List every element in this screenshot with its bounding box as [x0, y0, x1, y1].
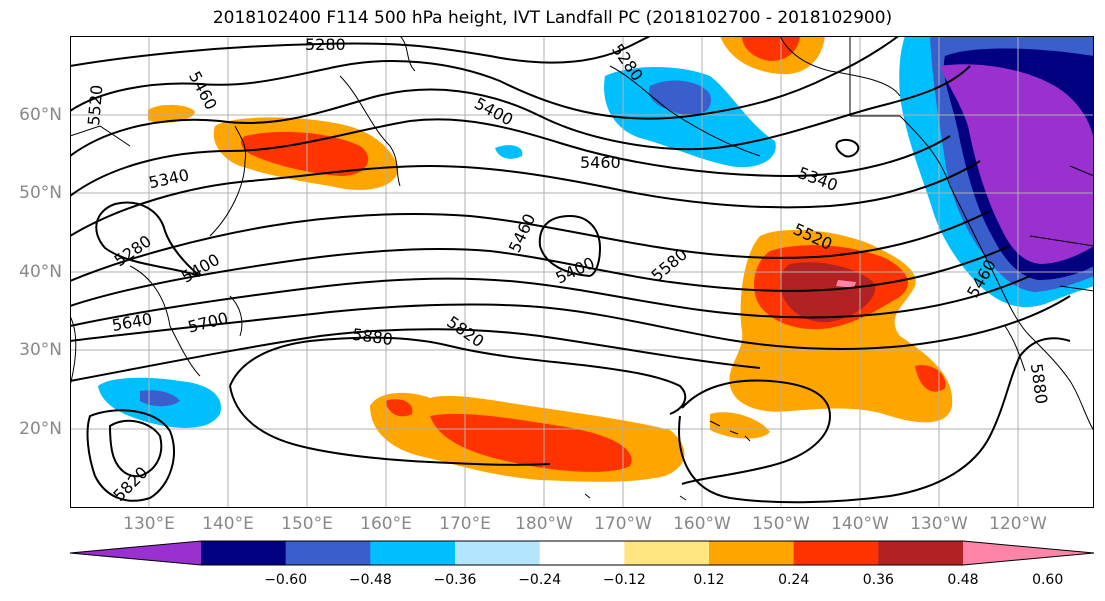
colorbar-cell — [878, 541, 964, 565]
contour-label: 5520 — [84, 84, 106, 126]
colorbar — [70, 540, 1094, 566]
lon-label: 160°W — [673, 514, 731, 534]
lon-label: 150°W — [752, 514, 810, 534]
height-contours — [70, 36, 1071, 504]
colorbar-tick-label: 0.12 — [693, 572, 725, 588]
colorbar-cell — [201, 541, 287, 565]
ivt-positive-shading — [148, 36, 953, 482]
lon-label: 160°E — [360, 514, 412, 534]
lat-label: 50°N — [19, 183, 62, 203]
lat-label: 40°N — [19, 262, 62, 282]
map-title: 2018102400 F114 500 hPa height, IVT Land… — [212, 8, 893, 28]
lat-label: 20°N — [19, 419, 62, 439]
coastlines — [70, 36, 1094, 501]
lon-label: 170°W — [594, 514, 652, 534]
colorbar-cell — [539, 541, 625, 565]
colorbar-cell — [455, 541, 541, 565]
lon-label: 140°W — [831, 514, 889, 534]
colorbar-tick-label: 0.36 — [862, 572, 894, 588]
colorbar-tick-label: 0.48 — [947, 572, 979, 588]
colorbar-tick-label: −0.48 — [348, 572, 392, 588]
contour-label: 5280 — [305, 36, 346, 54]
contour-label: 5460 — [580, 153, 621, 172]
colorbar-extend-min — [70, 541, 201, 565]
lon-label: 140°E — [202, 514, 254, 534]
colorbar-cell — [370, 541, 456, 565]
lat-label: 60°N — [19, 105, 62, 125]
lon-label: 150°E — [281, 514, 333, 534]
lon-label: 170°E — [439, 514, 491, 534]
lon-label: 120°W — [989, 514, 1047, 534]
colorbar-tick-label: 0.24 — [778, 572, 810, 588]
colorbar-tick-label: 0.60 — [1032, 572, 1064, 588]
lat-label: 30°N — [19, 340, 62, 360]
lon-label: 130°E — [123, 514, 175, 534]
lon-label: 180°W — [515, 514, 573, 534]
colorbar-tick-label: −0.24 — [518, 572, 562, 588]
colorbar-tick-label: −0.12 — [602, 572, 646, 588]
colorbar-cell — [285, 541, 371, 565]
colorbar-extend-max — [963, 541, 1094, 565]
colorbar-cell — [624, 541, 710, 565]
colorbar-tick-label: −0.36 — [433, 572, 477, 588]
lon-label: 130°W — [910, 514, 968, 534]
colorbar-tick-label: −0.60 — [264, 572, 308, 588]
colorbar-cell — [709, 541, 795, 565]
colorbar-cell — [793, 541, 879, 565]
map-panel: 5280 5520 5460 5400 5280 5340 5340 5280 … — [70, 36, 1094, 508]
